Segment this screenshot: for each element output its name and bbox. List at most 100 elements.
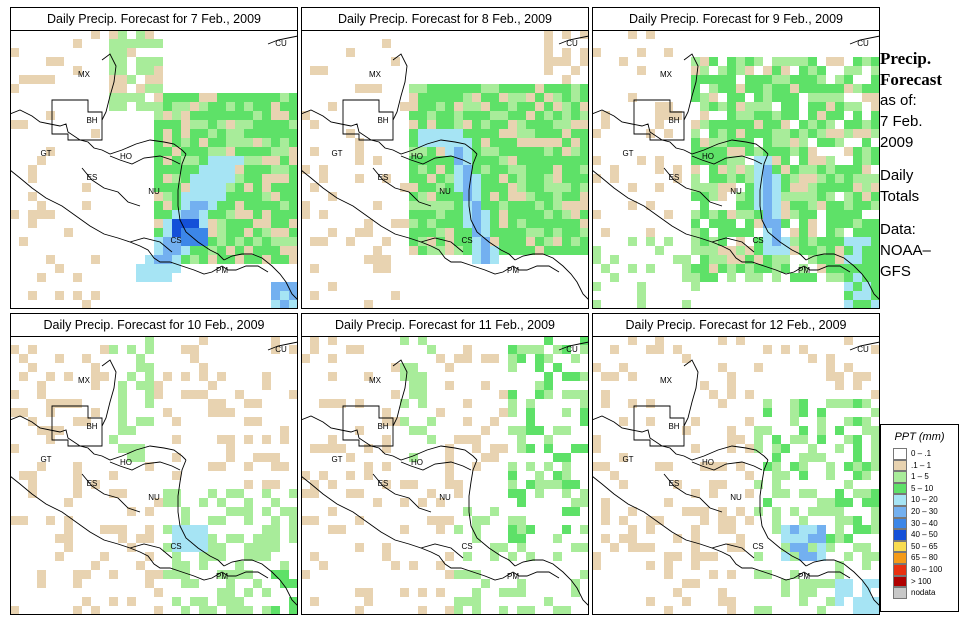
country-label-bh: BH: [668, 422, 679, 431]
data-line2: NOAA–: [880, 242, 931, 259]
legend-label: 50 – 65: [911, 541, 938, 551]
country-label-bh: BH: [377, 116, 388, 125]
country-label-bh: BH: [668, 116, 679, 125]
country-label-nu: NU: [439, 187, 451, 196]
country-borders: [592, 35, 880, 301]
country-borders: [10, 341, 298, 607]
precip-map: MX BH GT HO ES NU CS PM CU: [592, 30, 880, 309]
country-borders: [592, 341, 880, 607]
country-label-es: ES: [669, 479, 680, 488]
legend-label: 80 – 100: [911, 564, 943, 574]
country-label-bh: BH: [86, 116, 97, 125]
legend-item: 10 – 20: [893, 494, 958, 506]
country-label-cs: CS: [752, 236, 763, 245]
legend-item: 0 – .1: [893, 448, 958, 460]
totals-line1: Daily: [880, 167, 914, 184]
country-label-cs: CS: [461, 236, 472, 245]
totals-line2: Totals: [880, 188, 920, 205]
sidebar-info: Precip. Forecast as of: 7 Feb. 2009 Dail…: [880, 48, 965, 282]
country-label-ho: HO: [120, 458, 132, 467]
legend-swatch: [893, 494, 907, 506]
country-label-cs: CS: [170, 542, 181, 551]
country-label-ho: HO: [702, 458, 714, 467]
sidebar-heading-line1: Precip.: [880, 49, 932, 68]
legend-label: 40 – 50: [911, 530, 938, 540]
legend-title: PPT (mm): [894, 431, 945, 443]
legend-label: 65 – 80: [911, 553, 938, 563]
legend-label: 1 – 5: [911, 472, 929, 482]
legend-swatch: [893, 517, 907, 530]
country-label-mx: MX: [78, 376, 91, 385]
country-label-pm: PM: [507, 266, 519, 275]
forecast-panel-10feb: Daily Precip. Forecast for 10 Feb., 2009…: [10, 313, 298, 615]
legend-label: 5 – 10: [911, 483, 934, 493]
country-label-ho: HO: [702, 152, 714, 161]
country-label-mx: MX: [78, 70, 91, 79]
country-label-cs: CS: [170, 236, 181, 245]
precip-grid: [592, 336, 880, 615]
country-label-gt: GT: [331, 455, 342, 464]
forecast-panel-12feb: Daily Precip. Forecast for 12 Feb., 2009…: [592, 313, 880, 615]
legend-item: nodata: [893, 587, 958, 599]
sidebar-heading-line2: Forecast: [880, 70, 942, 89]
forecast-panel-9feb: Daily Precip. Forecast for 9 Feb., 2009 …: [592, 7, 880, 309]
country-label-es: ES: [87, 173, 98, 182]
country-label-es: ES: [669, 173, 680, 182]
legend-swatch: [893, 587, 907, 599]
precip-grid: [301, 30, 589, 309]
country-label-cs: CS: [752, 542, 763, 551]
legend-swatch: [893, 505, 907, 518]
country-label-bh: BH: [377, 422, 388, 431]
country-label-es: ES: [378, 479, 389, 488]
legend-swatch: [893, 552, 907, 564]
country-label-gt: GT: [331, 149, 342, 158]
legend-swatch: [893, 575, 907, 588]
precip-grid: [10, 30, 298, 309]
legend-item: 50 – 65: [893, 540, 958, 553]
legend-item: 80 – 100: [893, 563, 958, 576]
panel-title: Daily Precip. Forecast for 12 Feb., 2009: [592, 313, 880, 337]
legend-item: 40 – 50: [893, 529, 958, 541]
country-borders: [301, 341, 589, 607]
country-label-nu: NU: [730, 187, 742, 196]
legend-item: 1 – 5: [893, 471, 958, 483]
data-line1: Data:: [880, 221, 916, 238]
legend-swatch: [893, 482, 907, 495]
legend-item: 30 – 40: [893, 517, 958, 530]
legend-label: 30 – 40: [911, 518, 938, 528]
country-label-cs: CS: [461, 542, 472, 551]
legend-item: > 100: [893, 575, 958, 588]
country-label-nu: NU: [439, 493, 451, 502]
country-label-cu: CU: [566, 345, 578, 354]
country-label-es: ES: [378, 173, 389, 182]
country-label-gt: GT: [40, 455, 51, 464]
country-label-cu: CU: [857, 39, 869, 48]
country-label-es: ES: [87, 479, 98, 488]
legend-label: 0 – .1: [911, 449, 932, 458]
country-label-mx: MX: [660, 70, 673, 79]
legend-label: .1 – 1: [911, 460, 932, 470]
panel-title: Daily Precip. Forecast for 11 Feb., 2009: [301, 313, 589, 337]
country-label-cu: CU: [275, 39, 287, 48]
legend-item: 65 – 80: [893, 552, 958, 564]
precip-map: MX BH GT HO ES NU CS PM CU: [10, 30, 298, 309]
legend-label: nodata: [911, 588, 936, 598]
legend-label: 20 – 30: [911, 506, 938, 516]
country-label-bh: BH: [86, 422, 97, 431]
legend-item: 5 – 10: [893, 482, 958, 495]
asof-line3: 2009: [880, 134, 914, 151]
legend-swatch: [893, 563, 907, 576]
country-label-ho: HO: [411, 152, 423, 161]
forecast-panel-8feb: Daily Precip. Forecast for 8 Feb., 2009 …: [301, 7, 589, 309]
country-label-gt: GT: [40, 149, 51, 158]
legend-swatch: [893, 448, 907, 460]
country-label-pm: PM: [216, 266, 228, 275]
precip-map: MX BH GT HO ES NU CS PM CU: [592, 336, 880, 615]
country-label-gt: GT: [622, 149, 633, 158]
legend-swatch: [893, 471, 907, 483]
country-label-mx: MX: [660, 376, 673, 385]
asof-line1: as of:: [880, 92, 917, 109]
legend-swatch: [893, 459, 907, 472]
country-label-nu: NU: [148, 493, 160, 502]
